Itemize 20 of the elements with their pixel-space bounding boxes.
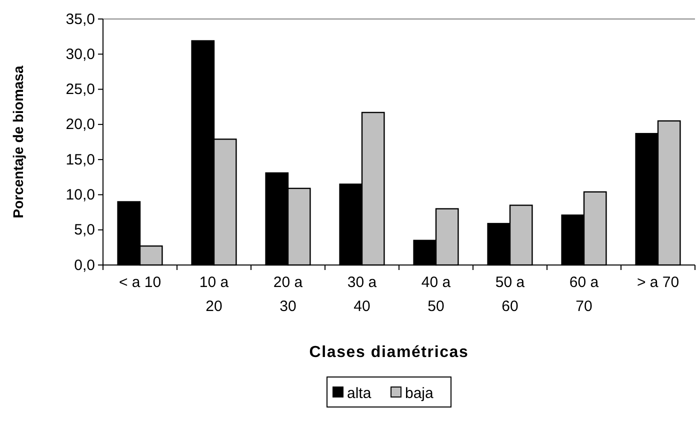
- y-axis-title: Porcentaje de biomasa: [10, 66, 26, 218]
- y-tick-label: 30,0: [66, 46, 95, 63]
- legend-label: alta: [347, 385, 372, 402]
- y-tick-label: 10,0: [66, 186, 95, 204]
- x-tick-label: 10 a 20: [199, 274, 230, 315]
- y-tick-label: 25,0: [66, 81, 95, 98]
- x-tick-label: > a 70: [636, 274, 680, 291]
- x-tick-label: 30 a 40: [347, 274, 378, 315]
- x-tick-label: < a 10: [118, 274, 162, 291]
- x-tick-label: 60 a 70: [569, 274, 600, 315]
- y-tick-label: 35,0: [66, 10, 95, 28]
- x-tick-label: 20 a 30: [273, 274, 304, 315]
- y-tick-label: 5,0: [74, 222, 95, 239]
- x-tick-label: 40 a 50: [421, 274, 452, 315]
- x-axis-title: Clases diamétricas: [309, 344, 469, 361]
- y-tick-label: 20,0: [66, 116, 95, 134]
- y-tick-label: 15,0: [66, 151, 95, 168]
- x-tick-label: 50 a 60: [495, 274, 526, 315]
- y-tick-label: 0,0: [74, 256, 95, 274]
- legend-label: baja: [405, 385, 434, 402]
